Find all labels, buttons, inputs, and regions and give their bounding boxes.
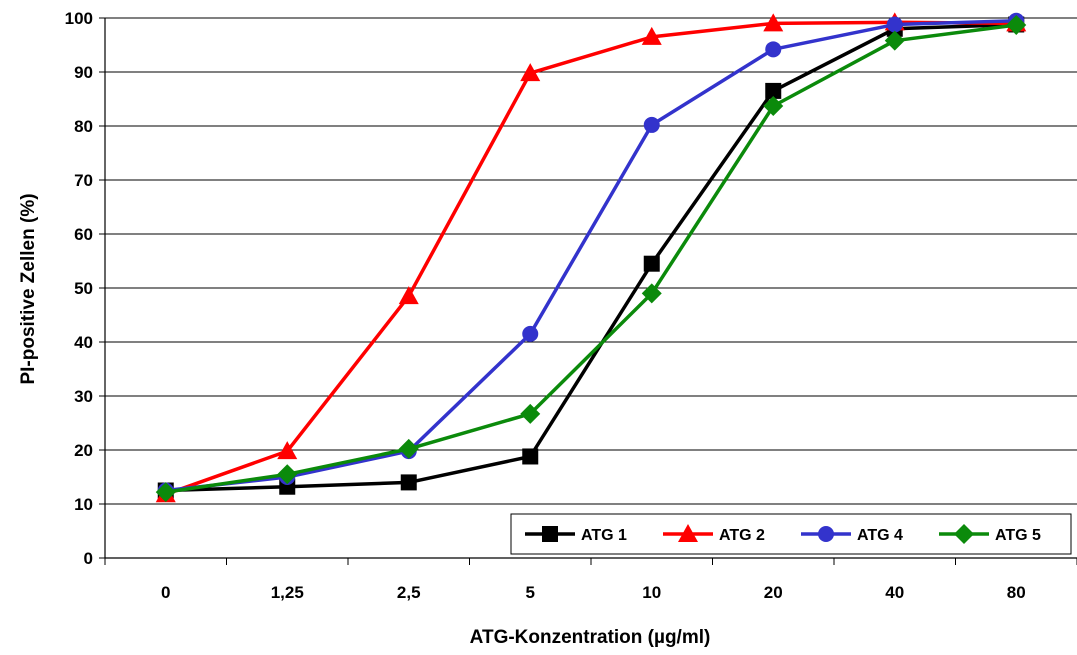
- y-tick-label: 70: [74, 171, 93, 190]
- legend-item: ATG 2: [663, 524, 765, 544]
- x-tick-label: 20: [764, 583, 783, 602]
- data-point: [763, 13, 784, 32]
- data-point: [520, 403, 541, 424]
- y-tick-label: 80: [74, 117, 93, 136]
- x-tick-label: 40: [885, 583, 904, 602]
- series-line: [165, 23, 1017, 494]
- axes: [99, 17, 1077, 565]
- gridlines: [105, 17, 1077, 505]
- data-point: [400, 474, 417, 491]
- legend-marker: [542, 526, 558, 542]
- y-tick-label: 20: [74, 441, 93, 460]
- y-tick-label: 50: [74, 279, 93, 298]
- data-point: [643, 116, 660, 133]
- legend-label: ATG 2: [719, 527, 765, 544]
- series-line: [165, 18, 1017, 493]
- y-tick-label: 10: [74, 495, 93, 514]
- legend-item: ATG 4: [801, 526, 903, 544]
- data-point: [641, 283, 662, 304]
- x-tick-label: 1,25: [271, 583, 304, 602]
- legend-item: ATG 1: [525, 526, 627, 544]
- data-point: [520, 63, 541, 82]
- x-tick-label: 2,5: [397, 583, 421, 602]
- data-point: [765, 82, 782, 99]
- data-point: [277, 441, 298, 460]
- legend-label: ATG 5: [995, 527, 1041, 544]
- data-point: [884, 30, 905, 51]
- series-line: [165, 22, 1017, 493]
- series-lines: [155, 12, 1027, 503]
- legend-marker: [954, 524, 974, 544]
- data-point: [1006, 15, 1027, 36]
- data-point: [522, 325, 539, 342]
- data-point: [641, 26, 662, 45]
- legend-item: ATG 5: [939, 524, 1041, 544]
- y-tick-label: 40: [74, 333, 93, 352]
- x-axis-title: ATG-Konzentration (µg/ml): [470, 627, 711, 648]
- data-point: [277, 464, 298, 485]
- x-tick-label: 80: [1007, 583, 1026, 602]
- series-1: [157, 16, 1025, 499]
- x-tick-label: 5: [526, 583, 535, 602]
- legend-marker: [678, 524, 698, 542]
- data-point: [643, 255, 660, 272]
- y-tick-label: 0: [84, 549, 93, 568]
- series-4: [155, 15, 1027, 503]
- legend-label: ATG 4: [857, 527, 903, 544]
- legend: ATG 1 ATG 2 ATG 4 ATG 5: [510, 513, 1072, 555]
- data-point: [886, 16, 903, 33]
- y-tick-label: 100: [65, 9, 93, 28]
- x-tick-label: 10: [642, 583, 661, 602]
- data-point: [398, 438, 419, 459]
- y-axis-title: PI-positive Zellen (%): [18, 193, 39, 384]
- data-point: [522, 448, 539, 465]
- data-point: [398, 286, 419, 305]
- legend-label: ATG 1: [581, 527, 627, 544]
- y-tick-label: 90: [74, 63, 93, 82]
- legend-marker: [818, 526, 834, 542]
- y-tick-label: 30: [74, 387, 93, 406]
- series-line: [165, 20, 1017, 496]
- series-3: [157, 12, 1025, 499]
- data-point: [765, 41, 782, 58]
- tick-labels: 0 10 20 30 40 50 60 70 80 90 100 0 1,25 2,5 5 10 20 40 80: [65, 9, 1026, 602]
- data-point: [763, 96, 784, 117]
- x-tick-label: 0: [161, 583, 170, 602]
- y-tick-label: 60: [74, 225, 93, 244]
- series-2: [155, 12, 1027, 503]
- data-point: [155, 482, 176, 503]
